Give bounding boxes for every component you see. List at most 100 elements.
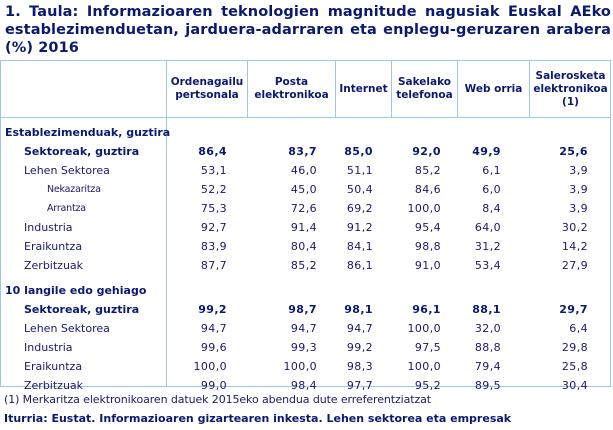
column-header-internet: Internet [335, 61, 391, 117]
cell-value: 31,2 [474, 240, 501, 253]
table-row: Eraikuntza 83,9 80,4 84,1 98,8 31,2 14,2 [1, 237, 610, 256]
cell-value: 99,0 [200, 379, 227, 392]
cell-value: 86,4 [198, 145, 227, 158]
table-row: Sektoreak, guztira 99,2 98,7 98,1 96,1 88,1 29… [1, 300, 610, 319]
table-title: 1. Taula: Informazioaren teknologien mag… [5, 4, 611, 56]
table-row: Zerbitzuak 87,7 85,2 86,1 91,0 53,4 27,9 [1, 256, 610, 275]
cell-value: 95,4 [414, 221, 441, 234]
cell-value: 94,7 [346, 322, 373, 335]
cell-value: 91,0 [414, 259, 441, 272]
cell-value: 75,3 [200, 202, 227, 215]
cell-value: 99,3 [290, 341, 317, 354]
row-label: Zerbitzuak [24, 379, 84, 392]
cell-value: 85,2 [290, 259, 317, 272]
table-row: 10 langile edo gehiago [1, 281, 610, 300]
cell-value: 52,2 [200, 183, 227, 196]
table-row: Industria 99,6 99,3 99,2 97,5 88,8 29,8 [1, 338, 610, 357]
cell-value: 100,0 [407, 322, 441, 335]
cell-value: 99,2 [346, 341, 373, 354]
cell-value: 100,0 [193, 360, 227, 373]
cell-value: 89,5 [474, 379, 501, 392]
column-header-sakelako: Sakelako telefonoa [391, 61, 457, 117]
row-label: Nekazaritza [47, 184, 101, 195]
cell-value: 29,8 [561, 341, 588, 354]
cell-value: 86,1 [346, 259, 373, 272]
column-header-web-orria: Web orria [457, 61, 529, 117]
cell-value: 92,7 [200, 221, 227, 234]
cell-value: 53,1 [200, 164, 227, 177]
footnote: (1) Merkaritza elektronikoaren datuek 20… [4, 393, 431, 406]
cell-value: 6,4 [569, 322, 588, 335]
row-label: Zerbitzuak [24, 259, 84, 272]
cell-value: 50,4 [346, 183, 373, 196]
cell-value: 6,1 [482, 164, 501, 177]
cell-value: 95,2 [414, 379, 441, 392]
table-header: Ordenagailu pertsonala Posta elektroniko… [1, 61, 610, 118]
cell-value: 84,6 [414, 183, 441, 196]
cell-value: 96,1 [412, 303, 441, 316]
row-label: 10 langile edo gehiago [5, 284, 147, 297]
cell-value: 98,3 [346, 360, 373, 373]
cell-value: 98,7 [288, 303, 317, 316]
cell-value: 29,7 [559, 303, 588, 316]
cell-value: 88,8 [474, 341, 501, 354]
cell-value: 85,0 [344, 145, 373, 158]
cell-value: 97,5 [414, 341, 441, 354]
cell-value: 8,4 [482, 202, 501, 215]
column-header-ordenagailu: Ordenagailu pertsonala [166, 61, 247, 117]
cell-value: 30,4 [561, 379, 588, 392]
cell-value: 80,4 [290, 240, 317, 253]
cell-value: 6,0 [482, 183, 501, 196]
table-row: Sektoreak, guztira 86,4 83,7 85,0 92,0 49,9 25… [1, 142, 610, 161]
cell-value: 51,1 [346, 164, 373, 177]
source-note: Iturria: Eustat. Informazioaren gizartea… [4, 412, 512, 425]
cell-value: 88,1 [472, 303, 501, 316]
cell-value: 98,8 [414, 240, 441, 253]
cell-value: 27,9 [561, 259, 588, 272]
cell-value: 72,6 [290, 202, 317, 215]
cell-value: 100,0 [407, 360, 441, 373]
cell-value: 25,8 [561, 360, 588, 373]
cell-value: 46,0 [290, 164, 317, 177]
cell-value: 79,4 [474, 360, 501, 373]
cell-value: 94,7 [290, 322, 317, 335]
table-row: Industria 92,7 91,4 91,2 95,4 64,0 30,2 [1, 218, 610, 237]
cell-value: 94,7 [200, 322, 227, 335]
row-label: Industria [24, 221, 73, 234]
cell-value: 83,9 [200, 240, 227, 253]
cell-value: 32,0 [474, 322, 501, 335]
cell-value: 53,4 [474, 259, 501, 272]
cell-value: 87,7 [200, 259, 227, 272]
cell-value: 83,7 [288, 145, 317, 158]
row-label: Arrantza [47, 203, 86, 214]
cell-value: 99,6 [200, 341, 227, 354]
cell-value: 99,2 [198, 303, 227, 316]
cell-value: 100,0 [407, 202, 441, 215]
table-row: Nekazaritza 52,2 45,0 50,4 84,6 6,0 3,9 [1, 180, 610, 199]
cell-value: 3,9 [569, 164, 588, 177]
cell-value: 98,1 [344, 303, 373, 316]
cell-value: 100,0 [283, 360, 317, 373]
cell-value: 91,2 [346, 221, 373, 234]
cell-value: 49,9 [472, 145, 501, 158]
row-label: Lehen Sektorea [24, 322, 110, 335]
table-row: Lehen Sektorea 94,7 94,7 94,7 100,0 32,0 6,4 [1, 319, 610, 338]
row-label: Eraikuntza [24, 240, 83, 253]
cell-value: 69,2 [346, 202, 373, 215]
cell-value: 85,2 [414, 164, 441, 177]
cell-value: 30,2 [561, 221, 588, 234]
row-label: Eraikuntza [24, 360, 83, 373]
row-label: Establezimenduak, guztira [5, 126, 171, 139]
cell-value: 25,6 [559, 145, 588, 158]
row-label: Sektoreak, guztira [24, 303, 140, 316]
column-header-posta: Posta elektronikoa [247, 61, 335, 117]
data-table: Ordenagailu pertsonala Posta elektroniko… [0, 60, 611, 392]
table-row: Zerbitzuak 99,0 98,4 97,7 95,2 89,5 30,4 [1, 376, 610, 395]
cell-value: 97,7 [346, 379, 373, 392]
row-label: Sektoreak, guztira [24, 145, 140, 158]
table-row: Lehen Sektorea 53,1 46,0 51,1 85,2 6,1 3,9 [1, 161, 610, 180]
table-row: Arrantza 75,3 72,6 69,2 100,0 8,4 3,9 [1, 199, 610, 218]
row-label: Lehen Sektorea [24, 164, 110, 177]
table-row: Establezimenduak, guztira [1, 123, 610, 142]
column-header-salerosketa: Salerosketa elektronikoa (1) [529, 61, 611, 117]
